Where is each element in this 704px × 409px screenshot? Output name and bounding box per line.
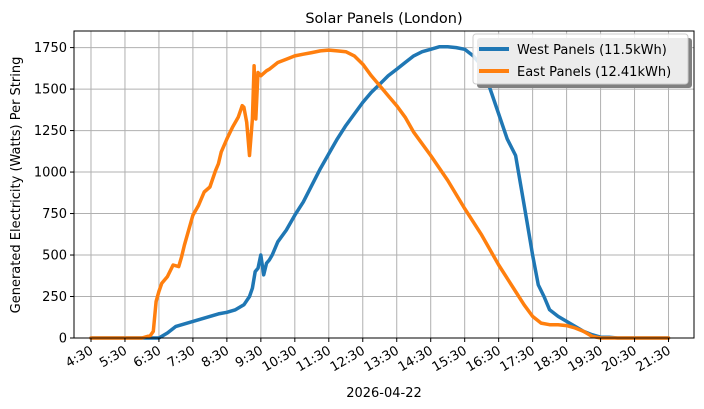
legend-label-west: West Panels (11.5kWh)	[517, 43, 667, 58]
legend: West Panels (11.5kWh) East Panels (12.41…	[472, 33, 692, 88]
chart-title: Solar Panels (London)	[305, 11, 462, 27]
plot-frame	[73, 30, 695, 339]
legend-label-east: East Panels (12.41kWh)	[517, 65, 671, 80]
y-tick-label: 1500	[34, 83, 67, 98]
series-line-east	[89, 48, 671, 340]
y-tick-label: 500	[42, 249, 67, 264]
y-axis-label: Generated Electricity (Watts) Per String	[9, 57, 24, 314]
y-tick-label: 250	[42, 290, 67, 305]
legend-box	[472, 33, 689, 85]
series-line-west	[89, 45, 671, 340]
series-layer	[89, 45, 671, 340]
y-tick-label: 0	[59, 332, 67, 347]
y-axis-ticks: 0 250 500 750 1000 1250 1500 1750	[34, 41, 74, 347]
y-tick-label: 750	[42, 207, 67, 222]
x-axis-label: 2026-04-22	[346, 386, 422, 401]
y-tick-label: 1000	[34, 166, 67, 181]
y-tick-label: 1250	[34, 124, 67, 139]
y-tick-label: 1750	[34, 41, 67, 56]
